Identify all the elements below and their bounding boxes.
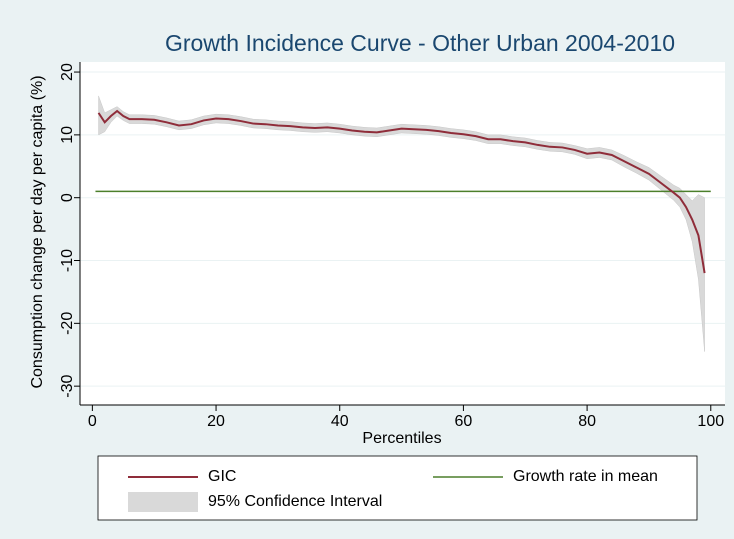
y-tick-label: 0 [59, 193, 76, 202]
y-axis-label: Consumption change per day per capita (%… [29, 75, 46, 388]
legend-label: Growth rate in mean [513, 468, 658, 485]
x-tick-label: 80 [578, 413, 596, 430]
series-line [97, 109, 706, 274]
x-tick-label: 100 [697, 413, 724, 430]
y-tick-label: -10 [59, 249, 76, 272]
y-tick-label: -20 [59, 312, 76, 335]
x-tick-label: 0 [88, 413, 97, 430]
chart-title: Growth Incidence Curve - Other Urban 200… [165, 30, 675, 56]
x-tick-label: 20 [207, 413, 225, 430]
x-tick-label: 60 [455, 413, 473, 430]
legend-label: GIC [208, 468, 236, 485]
plot-area [80, 62, 725, 405]
x-axis-label: Percentiles [362, 430, 441, 447]
y-tick-label: 10 [59, 126, 76, 144]
legend-label: 95% Confidence Interval [208, 493, 382, 510]
y-tick-label: -30 [59, 374, 76, 397]
x-tick-label: 40 [331, 413, 349, 430]
y-tick-label: 20 [59, 63, 76, 81]
legend-swatch [128, 492, 198, 512]
